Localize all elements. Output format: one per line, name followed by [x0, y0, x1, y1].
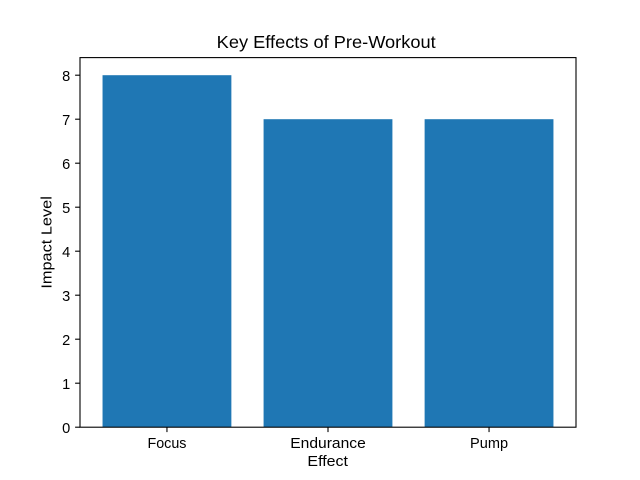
- svg-text:0: 0: [62, 421, 70, 437]
- svg-text:Focus: Focus: [147, 436, 186, 452]
- svg-text:Impact Level: Impact Level: [39, 196, 55, 289]
- svg-text:6: 6: [62, 157, 70, 173]
- svg-text:Pump: Pump: [470, 436, 508, 452]
- svg-text:8: 8: [62, 69, 70, 85]
- svg-text:2: 2: [62, 333, 70, 349]
- svg-text:Key Effects of Pre-Workout: Key Effects of Pre-Workout: [217, 32, 436, 52]
- svg-text:7: 7: [62, 113, 70, 129]
- svg-text:1: 1: [62, 377, 70, 393]
- svg-text:Effect: Effect: [307, 454, 348, 470]
- svg-text:5: 5: [62, 201, 70, 217]
- svg-text:Endurance: Endurance: [290, 436, 366, 452]
- svg-text:4: 4: [62, 245, 70, 261]
- svg-text:3: 3: [62, 289, 70, 305]
